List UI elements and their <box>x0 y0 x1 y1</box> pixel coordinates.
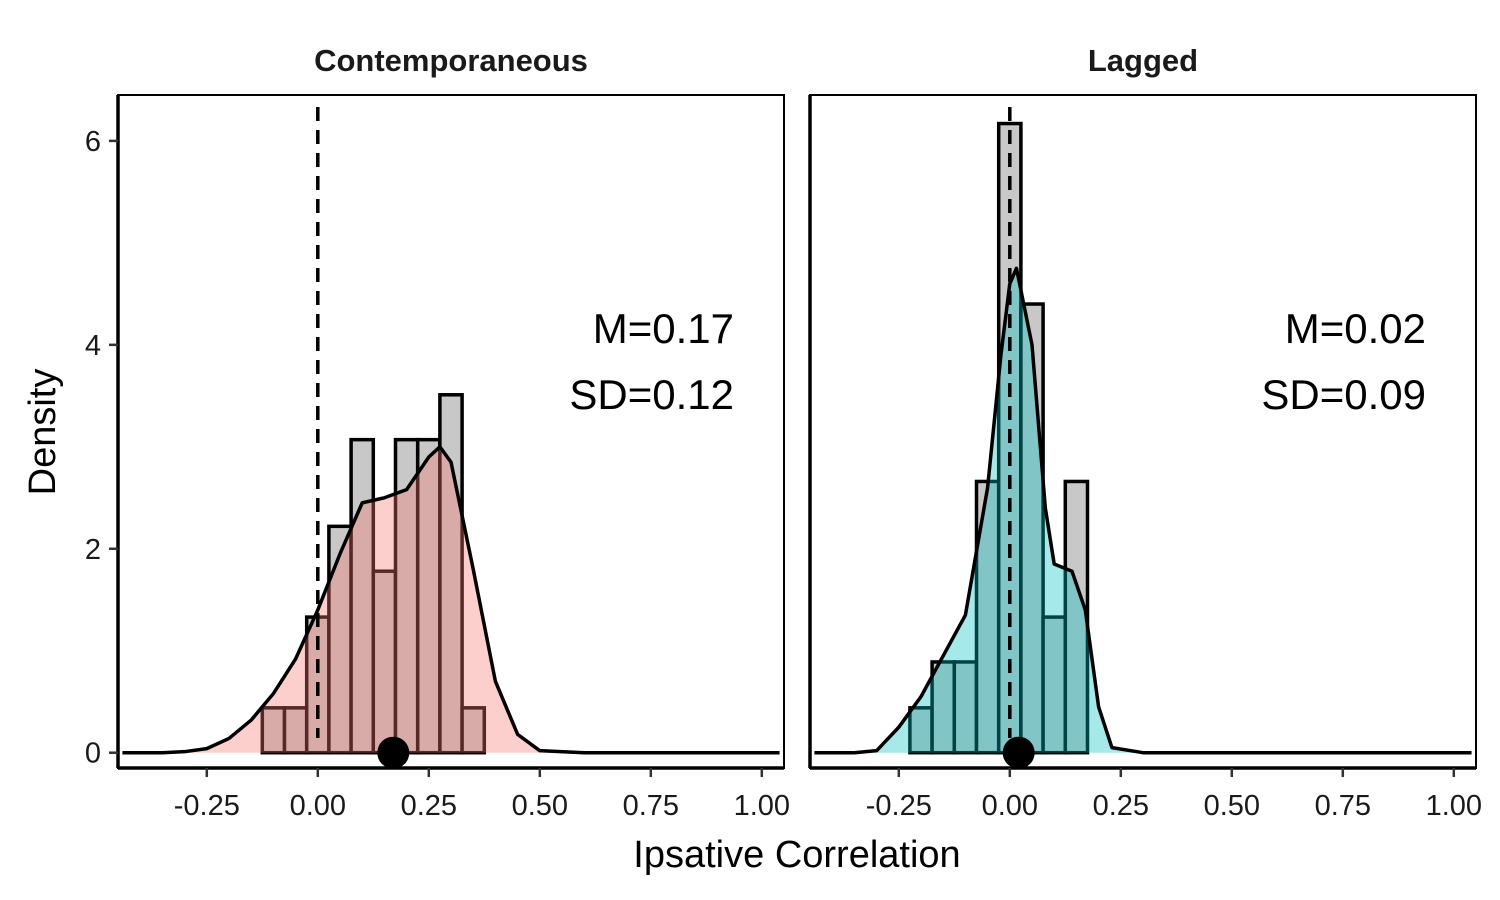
y-tick-label: 4 <box>85 330 101 362</box>
panel-title: Contemporaneous <box>314 43 588 78</box>
panels-layer: Contemporaneous M=0.17 SD=0.12 -0.25 0.00 0.2… <box>85 43 1482 822</box>
x-axis-title: Ipsative Correlation <box>633 834 960 876</box>
mean-marker <box>377 736 410 769</box>
x-tick-label: 0.50 <box>512 790 568 822</box>
histogram-bar <box>460 706 487 755</box>
panel-frame <box>809 94 1477 769</box>
y-tick-label: 6 <box>85 126 101 158</box>
density-area <box>814 268 1472 753</box>
density-area <box>122 446 780 753</box>
x-tick-label: 0.25 <box>1093 790 1149 822</box>
panel-title: Lagged <box>1088 43 1198 78</box>
density-curve <box>814 266 1472 755</box>
sd-annotation: SD=0.09 <box>1261 371 1426 418</box>
y-tick-label: 2 <box>85 534 101 566</box>
x-tick-label: 1.00 <box>1426 790 1482 822</box>
x-tick-label: 0.75 <box>623 790 679 822</box>
x-tick-label: 0.75 <box>1315 790 1371 822</box>
y-tick-label: 0 <box>85 738 101 770</box>
sd-annotation: SD=0.12 <box>569 371 734 418</box>
density-curve <box>122 445 780 755</box>
x-tick-label: 1.00 <box>734 790 790 822</box>
x-tick-label: 0.00 <box>290 790 346 822</box>
y-axis-title: Density <box>22 369 64 496</box>
panel-1: Contemporaneous M=0.17 SD=0.12 -0.25 0.00 0.2… <box>85 43 790 822</box>
x-tick-label: -0.25 <box>866 790 932 822</box>
panel-2: Lagged M=0.02 SD=0.09 -0.25 0.00 0.25 0.50 0.75… <box>808 43 1482 822</box>
mean-annotation: M=0.17 <box>593 305 734 352</box>
x-tick-label: 0.25 <box>401 790 457 822</box>
mean-marker <box>1002 736 1035 769</box>
x-tick-label: 0.50 <box>1204 790 1260 822</box>
x-tick-label: 0.00 <box>982 790 1038 822</box>
x-tick-label: -0.25 <box>174 790 240 822</box>
mean-annotation: M=0.02 <box>1285 305 1426 352</box>
